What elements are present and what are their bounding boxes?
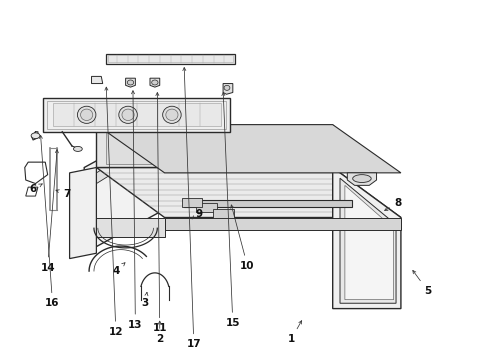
Text: 13: 13 — [128, 91, 143, 330]
Text: 15: 15 — [222, 93, 240, 328]
Polygon shape — [125, 78, 135, 87]
Polygon shape — [340, 178, 396, 303]
Polygon shape — [347, 173, 376, 185]
Bar — [106, 54, 235, 64]
Polygon shape — [182, 198, 202, 207]
Text: 11: 11 — [152, 93, 167, 333]
Text: 10: 10 — [231, 205, 255, 271]
Text: 8: 8 — [385, 198, 402, 211]
Polygon shape — [165, 217, 401, 230]
Polygon shape — [333, 167, 401, 309]
Polygon shape — [196, 203, 217, 212]
Text: 9: 9 — [192, 209, 202, 219]
Text: 16: 16 — [39, 135, 60, 308]
Polygon shape — [97, 125, 333, 167]
Ellipse shape — [119, 106, 137, 123]
Polygon shape — [97, 167, 401, 217]
Ellipse shape — [224, 85, 230, 90]
Ellipse shape — [31, 133, 40, 139]
Text: 2: 2 — [156, 321, 163, 344]
Polygon shape — [70, 167, 97, 258]
Text: 6: 6 — [29, 184, 42, 194]
Ellipse shape — [74, 147, 82, 152]
Polygon shape — [97, 125, 401, 173]
Text: 7: 7 — [56, 189, 71, 199]
Polygon shape — [184, 200, 352, 207]
Text: 5: 5 — [413, 270, 431, 296]
Polygon shape — [84, 116, 179, 253]
Bar — [47, 101, 226, 129]
Polygon shape — [223, 84, 233, 94]
Bar — [52, 103, 221, 126]
Ellipse shape — [163, 106, 181, 123]
Text: 4: 4 — [112, 263, 125, 276]
Polygon shape — [150, 78, 160, 87]
Bar — [108, 55, 233, 63]
Bar — [43, 98, 230, 132]
Text: 12: 12 — [105, 87, 123, 337]
Ellipse shape — [80, 109, 93, 121]
Text: 17: 17 — [183, 68, 201, 349]
Ellipse shape — [127, 80, 134, 85]
Polygon shape — [213, 208, 234, 217]
Text: 1: 1 — [288, 321, 302, 344]
Text: 14: 14 — [40, 150, 58, 273]
Polygon shape — [106, 129, 267, 164]
Ellipse shape — [353, 175, 371, 183]
Polygon shape — [97, 125, 174, 184]
Ellipse shape — [122, 109, 134, 121]
Polygon shape — [92, 76, 103, 84]
Polygon shape — [97, 217, 165, 237]
Text: 3: 3 — [142, 292, 149, 308]
Polygon shape — [345, 185, 393, 300]
Ellipse shape — [152, 80, 158, 85]
Ellipse shape — [166, 109, 178, 121]
Ellipse shape — [77, 106, 96, 123]
